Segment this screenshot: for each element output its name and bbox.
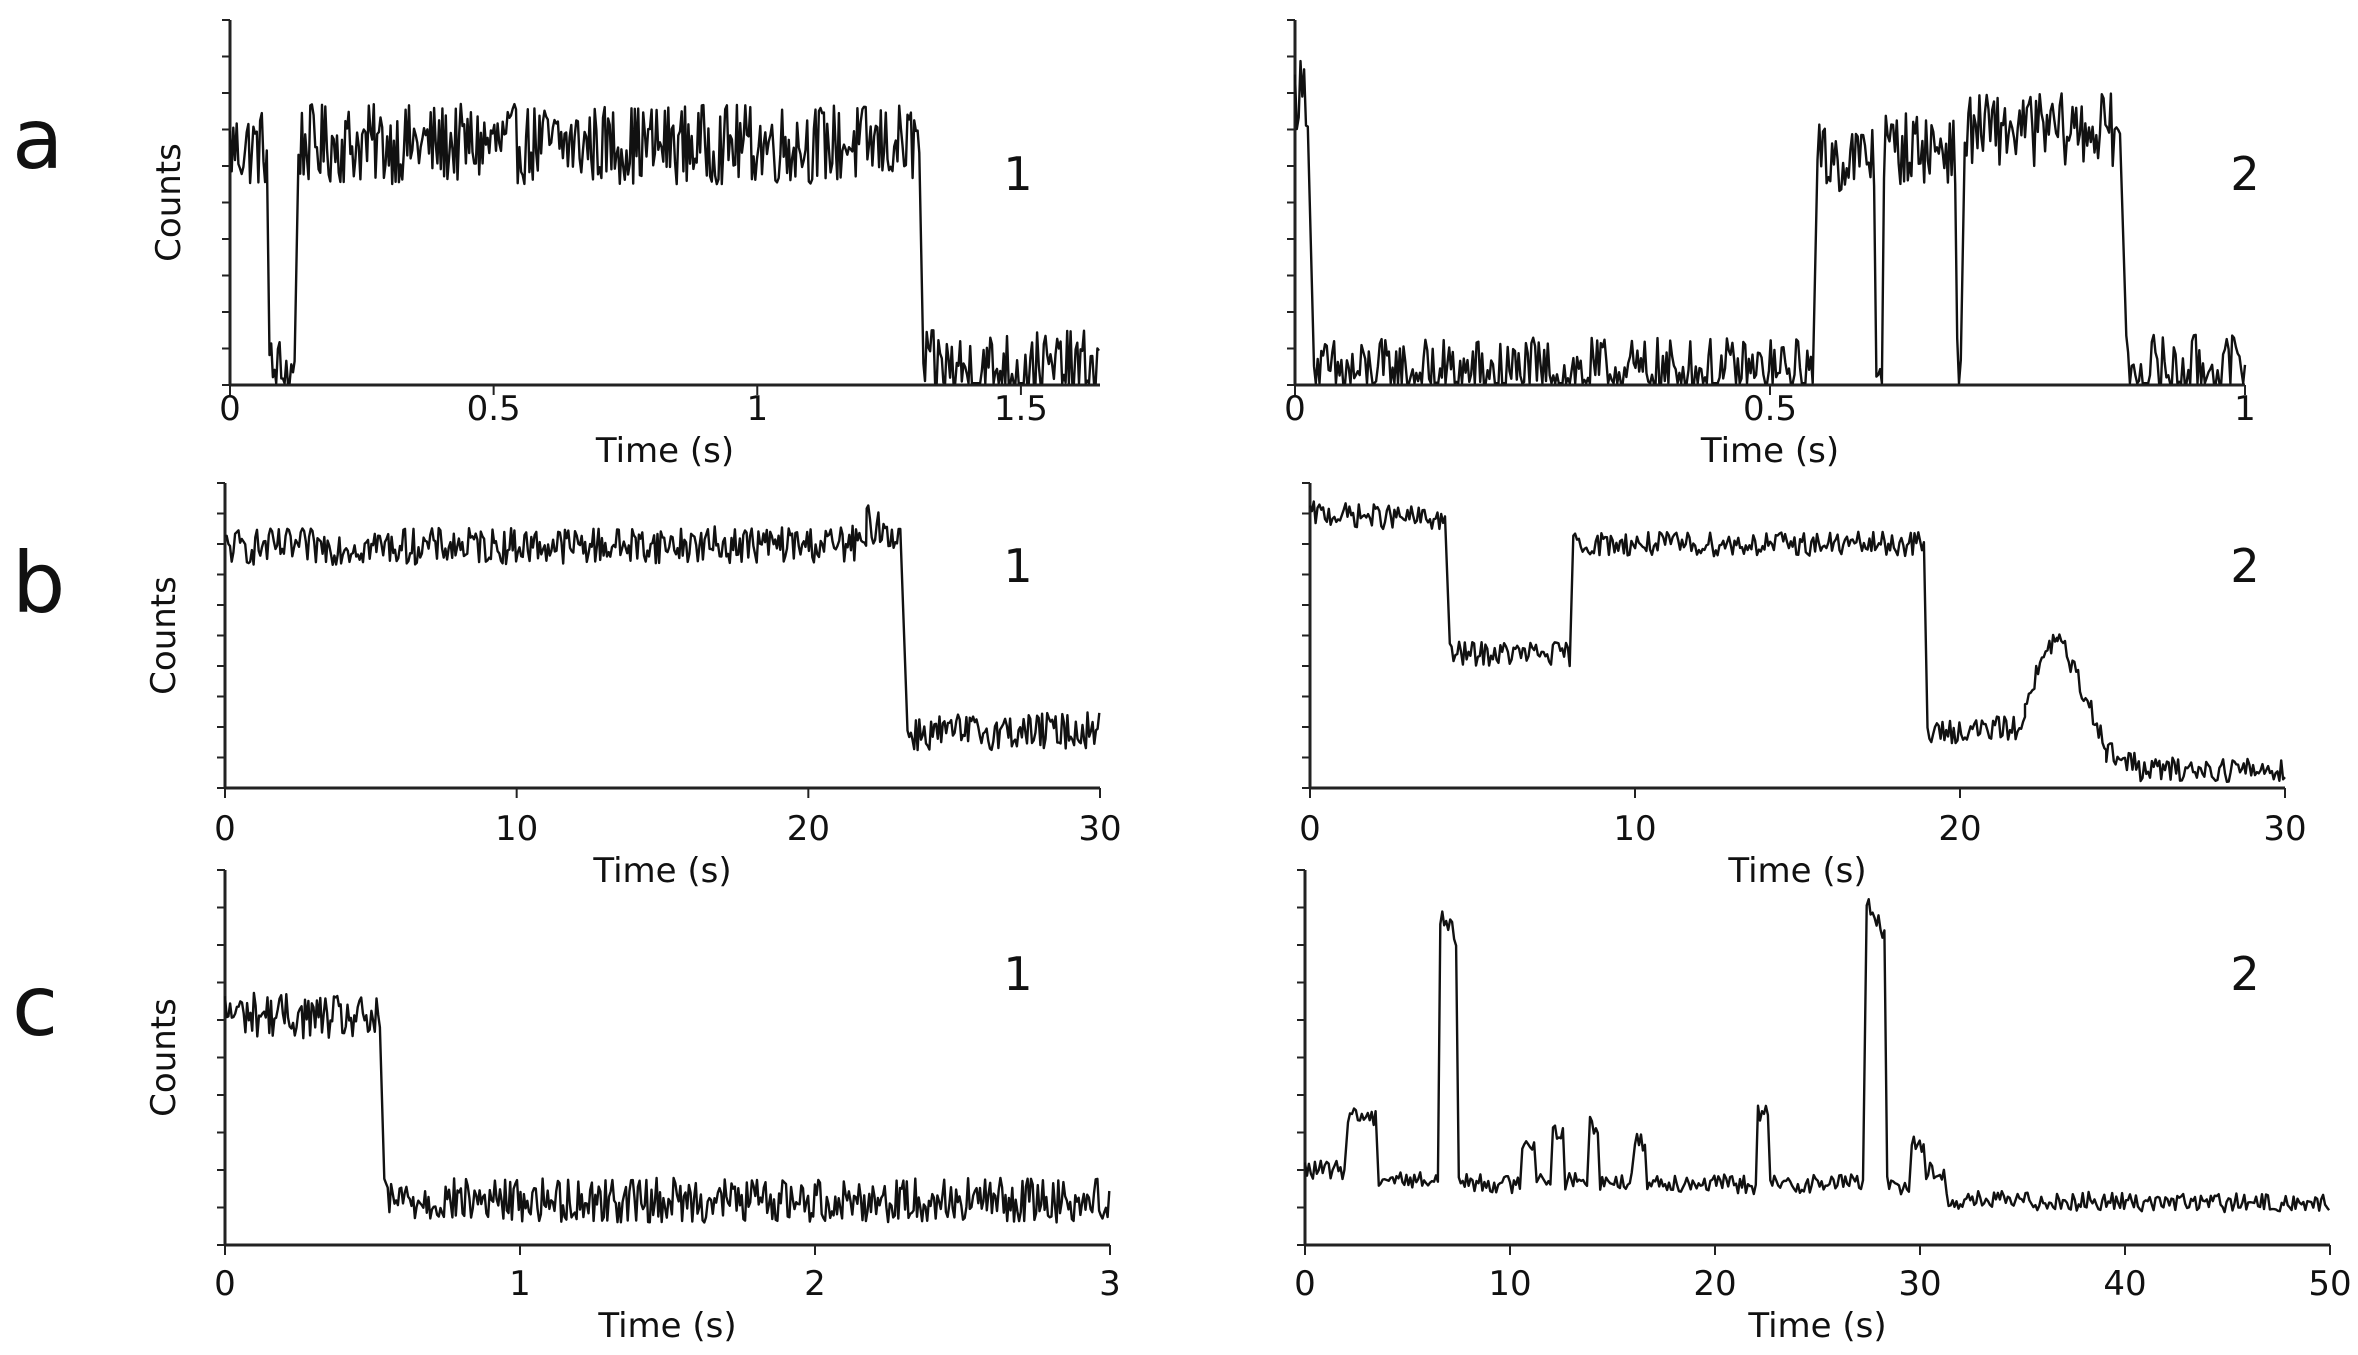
x-tick-label: 0.5 — [1743, 389, 1797, 429]
panel-b2: 0 10 20 30 Time (s) 2 — [1299, 482, 2307, 891]
x-tick-label: 10 — [495, 809, 538, 849]
x-tick-label: 30 — [2263, 809, 2306, 849]
intensity-trace-line — [1308, 500, 2286, 783]
intensity-trace-line — [1293, 59, 2247, 385]
panel-c1: 0 1 2 3 Time (s) Counts 1 — [144, 869, 1121, 1346]
x-tick-label: 20 — [1938, 809, 1981, 849]
x-tick-label: 0 — [1299, 809, 1321, 849]
row-letter-c: c — [12, 957, 58, 1055]
x-tick-label: 0 — [1284, 389, 1306, 429]
x-tick-label: 20 — [787, 809, 830, 849]
x-tick-label: 0 — [1294, 1264, 1316, 1304]
x-tick-label: 10 — [1613, 809, 1656, 849]
x-axis-title: Time (s) — [1700, 431, 1839, 471]
y-axis-title: Counts — [144, 576, 184, 695]
x-tick-label: 10 — [1488, 1264, 1531, 1304]
intensity-trace-line — [223, 991, 1111, 1224]
x-tick-label: 3 — [1099, 1264, 1121, 1304]
x-tick-label: 30 — [1078, 809, 1121, 849]
panel-a2: 0 0.5 1 Time (s) 2 — [1284, 19, 2260, 471]
x-tick-label: 1 — [746, 389, 768, 429]
trace-number: 1 — [1003, 539, 1032, 593]
x-tick-label: 20 — [1693, 1264, 1736, 1304]
row-letter-b: b — [12, 534, 65, 632]
x-tick-label: 1.5 — [994, 389, 1048, 429]
panel-c2: 0 10 20 30 40 50 Time (s) 2 — [1294, 869, 2352, 1346]
panel-b1: 0 10 20 30 Time (s) Counts 1 — [144, 482, 1122, 891]
panel-a1: 0 0.5 1 1.5 Time (s) Counts 1 — [149, 19, 1100, 471]
x-axis-title: Time (s) — [595, 431, 734, 471]
x-axis-title: Time (s) — [597, 1306, 736, 1346]
x-tick-label: 0 — [219, 389, 241, 429]
x-tick-label: 30 — [1898, 1264, 1941, 1304]
x-tick-label: 1 — [2234, 389, 2256, 429]
y-axis-title: Counts — [149, 143, 189, 262]
intensity-trace-line — [1303, 898, 2331, 1214]
y-axis-title: Counts — [144, 998, 184, 1117]
trace-number: 1 — [1003, 147, 1032, 201]
x-tick-label: 1 — [509, 1264, 531, 1304]
intensity-trace-line — [224, 504, 1101, 752]
row-letter-a: a — [12, 90, 63, 188]
x-axis-title: Time (s) — [1727, 851, 1866, 891]
trace-number: 2 — [2230, 947, 2259, 1001]
x-tick-label: 2 — [804, 1264, 826, 1304]
x-tick-label: 40 — [2103, 1264, 2146, 1304]
x-tick-label: 0.5 — [467, 389, 521, 429]
x-tick-label: 0 — [214, 809, 236, 849]
intensity-trace-line — [228, 102, 1100, 385]
x-axis-title: Time (s) — [1747, 1306, 1886, 1346]
x-tick-label: 50 — [2308, 1264, 2351, 1304]
trace-number: 2 — [2230, 147, 2259, 201]
trace-number: 1 — [1003, 947, 1032, 1001]
x-axis-title: Time (s) — [592, 851, 731, 891]
x-tick-label: 0 — [214, 1264, 236, 1304]
trace-number: 2 — [2230, 539, 2259, 593]
